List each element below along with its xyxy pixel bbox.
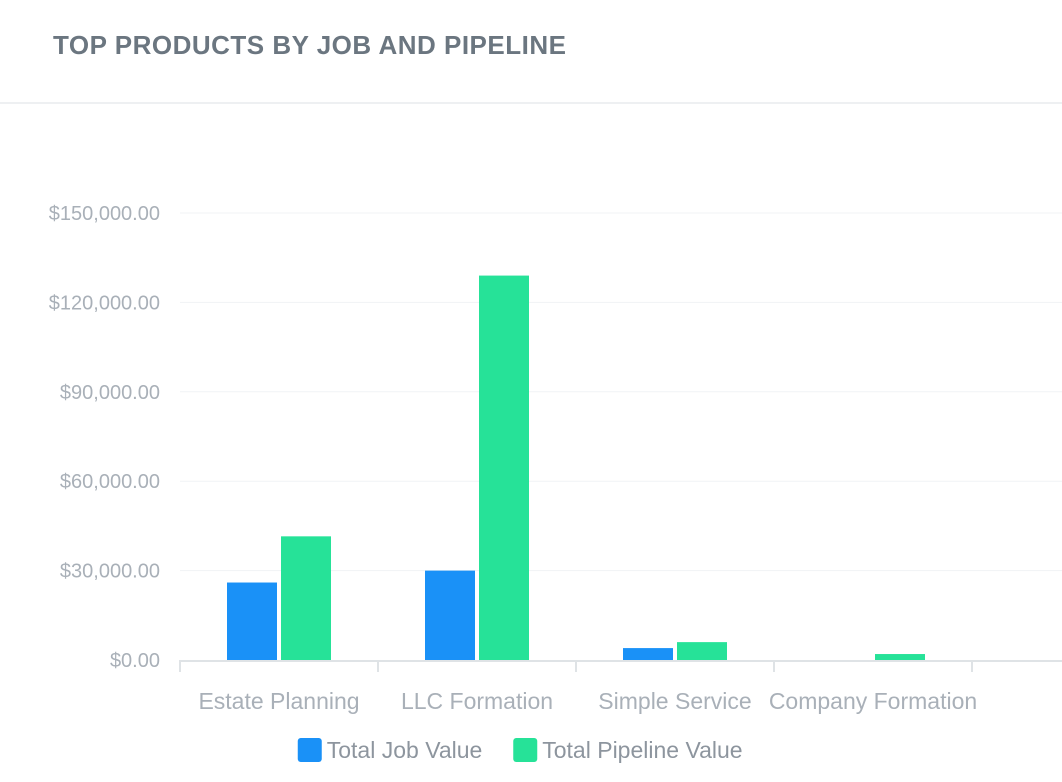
x-category-label: LLC Formation <box>401 688 553 714</box>
legend-item-label[interactable]: Total Pipeline Value <box>542 737 742 763</box>
y-tick-label: $30,000.00 <box>60 561 160 583</box>
bar-job-value[interactable] <box>425 570 475 660</box>
y-tick-label: $90,000.00 <box>60 382 160 404</box>
x-category-label: Company Formation <box>769 688 977 714</box>
bar-job-value[interactable] <box>227 582 277 660</box>
bar-pipeline-value[interactable] <box>479 275 529 660</box>
y-tick-label: $150,000.00 <box>49 203 160 225</box>
bar-pipeline-value[interactable] <box>875 654 925 660</box>
chart-title: TOP PRODUCTS BY JOB AND PIPELINE <box>53 30 567 60</box>
bar-job-value[interactable] <box>623 648 673 660</box>
y-tick-label: $120,000.00 <box>49 292 160 314</box>
x-category-label: Simple Service <box>598 688 751 714</box>
legend-item-label[interactable]: Total Job Value <box>327 737 483 763</box>
bar-pipeline-value[interactable] <box>281 536 331 660</box>
legend-swatch <box>513 738 538 762</box>
x-category-label: Estate Planning <box>198 688 359 714</box>
legend-swatch <box>297 738 322 762</box>
y-tick-label: $0.00 <box>110 650 160 672</box>
card-header: TOP PRODUCTS BY JOB AND PIPELINE <box>0 0 1062 104</box>
y-tick-label: $60,000.00 <box>60 471 160 493</box>
bar-pipeline-value[interactable] <box>677 642 727 660</box>
